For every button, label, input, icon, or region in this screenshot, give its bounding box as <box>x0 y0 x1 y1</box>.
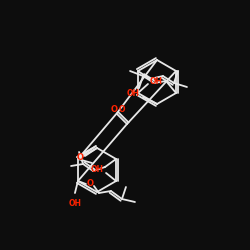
Text: OH: OH <box>68 199 82 208</box>
Text: O: O <box>118 105 125 114</box>
Text: O: O <box>110 106 117 114</box>
Text: OH: OH <box>91 166 104 174</box>
Text: O: O <box>86 180 94 188</box>
Text: O: O <box>76 154 84 162</box>
Text: OH: OH <box>127 90 140 98</box>
Text: OH: OH <box>150 76 163 86</box>
